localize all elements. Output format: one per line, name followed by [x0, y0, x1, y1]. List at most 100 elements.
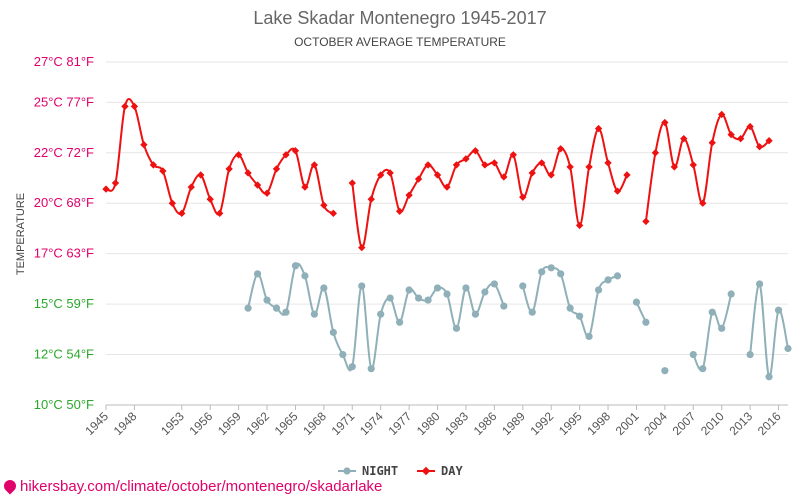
data-point-night [367, 365, 375, 373]
x-tick-label: 1968 [300, 409, 329, 438]
data-point-day [575, 221, 584, 230]
series-line-day [644, 113, 770, 222]
data-point-night [414, 294, 423, 302]
legend-item-day[interactable]: DAY [417, 464, 463, 478]
data-point-night [272, 304, 281, 312]
x-tick-label: 1956 [187, 409, 216, 438]
series-line-night [749, 282, 789, 378]
data-point-night [358, 282, 366, 290]
series-line-day [105, 98, 334, 216]
x-tick-label: 1945 [82, 409, 111, 438]
data-point-night [594, 286, 603, 294]
data-point-day [206, 195, 214, 203]
data-point-day [718, 110, 726, 119]
data-point-day [225, 165, 233, 173]
x-tick-label: 1998 [584, 409, 613, 438]
data-point-day [727, 130, 735, 139]
data-point-night [471, 310, 480, 318]
data-point-night [310, 310, 318, 318]
data-point-day [623, 171, 631, 179]
data-point-day [358, 243, 366, 252]
data-point-day [566, 163, 574, 171]
data-point-night [481, 288, 489, 296]
x-tick-label: 1971 [329, 409, 358, 438]
data-point-night [500, 302, 508, 310]
data-point-night [765, 373, 773, 381]
data-point-night [519, 282, 527, 290]
y-axis-ticks: 27°C 81°F 25°C 77°F 22°C 72°F 20°C 68°F 17°C… [34, 54, 94, 412]
data-point-night [396, 318, 404, 326]
data-point-day [187, 183, 195, 191]
series-day [102, 98, 773, 252]
data-point-day [329, 209, 338, 218]
data-point-day [680, 134, 688, 143]
data-point-night [301, 272, 309, 280]
data-point-day [102, 185, 110, 193]
data-point-night [755, 280, 764, 288]
data-point-day [348, 179, 356, 187]
data-point-day [736, 134, 745, 143]
data-point-night [244, 304, 252, 312]
y-tick-label: 27°C 81°F [34, 54, 94, 69]
data-point-night [689, 350, 697, 359]
x-tick-label: 1977 [385, 409, 414, 438]
series-night [244, 262, 792, 381]
data-point-day [462, 155, 470, 163]
series-line-night [692, 293, 733, 372]
data-point-day [604, 159, 612, 167]
data-point-night [329, 328, 337, 336]
series-line-night [521, 265, 618, 338]
data-point-day [377, 171, 385, 179]
data-point-day [538, 159, 546, 167]
data-point-day [708, 139, 716, 147]
legend-marker-day [421, 466, 431, 476]
data-point-day [244, 169, 252, 177]
data-point-night [443, 290, 451, 298]
data-point-day [263, 189, 271, 197]
data-point-day [140, 141, 148, 149]
x-tick-label: 2010 [698, 409, 727, 438]
data-point-day [197, 171, 205, 179]
data-point-day [670, 163, 679, 171]
data-point-day [414, 175, 423, 183]
data-point-night [291, 262, 300, 270]
data-point-day [121, 102, 129, 111]
x-tick-label: 1974 [357, 409, 386, 438]
data-point-day [651, 149, 660, 157]
data-point-night [566, 304, 574, 312]
data-point-day [320, 201, 328, 209]
data-point-night [727, 290, 735, 298]
legend-item-night[interactable]: NIGHT [338, 464, 398, 478]
source-link[interactable]: hikersbay.com/climate/october/montenegro… [1, 477, 383, 495]
data-point-night [585, 332, 593, 340]
x-tick-label: 1995 [556, 409, 585, 438]
x-tick-label: 1986 [471, 409, 500, 438]
x-tick-label: 2001 [613, 409, 642, 438]
data-point-night [433, 284, 442, 292]
x-tick-label: 1948 [111, 409, 140, 438]
y-tick-label: 17°C 63°F [34, 246, 94, 261]
data-point-night [320, 284, 328, 292]
y-tick-label: 22°C 72°F [34, 145, 94, 160]
data-point-day [642, 217, 650, 226]
data-point-night [604, 276, 612, 284]
data-point-day [291, 147, 300, 155]
data-point-day [585, 163, 593, 171]
data-point-night [405, 286, 413, 294]
data-point-night [708, 308, 716, 316]
source-text: hikersbay.com/climate/october/montenegro… [20, 478, 383, 495]
x-tick-label: 1959 [215, 409, 244, 438]
data-point-day [111, 179, 120, 187]
y-tick-label: 25°C 77°F [34, 94, 94, 109]
data-point-night [774, 306, 783, 314]
x-tick-label: 2007 [670, 409, 699, 438]
x-tick-label: 2004 [641, 409, 670, 438]
data-point-night [699, 365, 707, 373]
data-point-day [443, 183, 451, 191]
data-point-day [272, 165, 281, 173]
y-tick-label: 10°C 50°F [34, 397, 94, 412]
y-tick-label: 12°C 54°F [34, 347, 94, 362]
data-point-day [547, 171, 555, 179]
data-point-night [263, 296, 271, 304]
chart-subtitle: OCTOBER AVERAGE TEMPERATURE [294, 35, 506, 49]
